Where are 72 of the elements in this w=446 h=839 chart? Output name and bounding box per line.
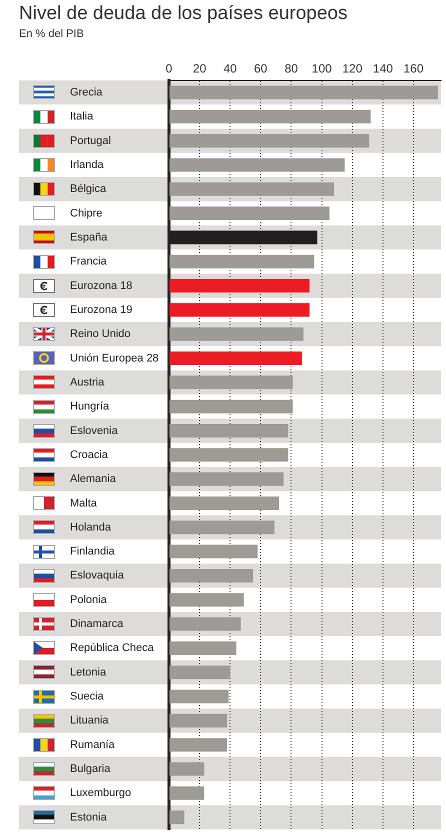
bar: [170, 327, 304, 341]
bar: [170, 424, 288, 438]
bar: [170, 714, 228, 728]
y-tick-label: Unión Europea 28: [70, 352, 159, 364]
bar: [170, 303, 310, 317]
y-tick-label: Irlanda: [70, 158, 105, 171]
y-tick-label: Polonia: [70, 594, 108, 606]
bar: [170, 810, 184, 824]
x-tick-label: 80: [284, 62, 298, 76]
y-tick-label: Hungría: [70, 400, 110, 413]
bar: [170, 690, 229, 704]
y-tick-label: Eurozona 19: [70, 304, 132, 316]
bar: [170, 254, 314, 268]
bar: [170, 496, 280, 510]
bar: [170, 279, 310, 293]
x-tick-label: 100: [312, 62, 332, 76]
x-tick-label: 140: [372, 62, 394, 76]
y-tick-label: España: [70, 231, 108, 244]
bar: [170, 568, 254, 582]
y-tick-label: Estonia: [70, 811, 108, 824]
bar: [170, 593, 244, 607]
x-tick-label: 0: [166, 62, 173, 76]
bar: [170, 666, 230, 680]
y-tick-label: Letonia: [70, 666, 107, 678]
bar: [170, 351, 302, 366]
bar: [170, 544, 258, 558]
y-tick-label: Grecia: [70, 86, 104, 99]
y-tick-label: Austria: [70, 376, 106, 388]
y-tick-label: Alemania: [70, 473, 117, 486]
y-tick-label: Holanda: [70, 521, 112, 534]
bar: [170, 762, 204, 776]
x-tick-label: 60: [254, 62, 268, 76]
bar: [170, 520, 274, 534]
x-tick-label: 20: [192, 62, 207, 76]
y-tick-label: Luxemburgo: [70, 787, 132, 800]
bar: [170, 738, 228, 752]
y-tick-label: Eslovenia: [70, 424, 119, 437]
y-tick-label: Eurozona 18: [70, 280, 132, 292]
bar: [170, 206, 330, 220]
x-tick-label: 160: [403, 62, 424, 76]
chart-title: Nivel de deuda de los países europeos: [19, 3, 348, 25]
y-tick-label: Francia: [70, 256, 108, 268]
bar: [170, 641, 236, 655]
bar: [170, 617, 241, 631]
y-tick-label: Suecia: [70, 690, 105, 703]
bar: [170, 376, 293, 390]
y-tick-label: Finlandia: [70, 546, 116, 558]
y-tick-label: Reino Unido: [70, 328, 131, 340]
y-tick-label: Dinamarca: [70, 618, 124, 630]
y-tick-label: Eslovaquia: [70, 570, 125, 582]
y-tick-label: Croacia: [70, 448, 109, 461]
y-tick-label: Portugal: [70, 134, 111, 147]
y-tick-label: Malta: [70, 497, 98, 510]
bar: [170, 134, 370, 148]
bar: [170, 110, 371, 124]
bar: [170, 86, 438, 100]
y-tick-label: República Checa: [70, 642, 155, 654]
bar: [170, 448, 288, 462]
bar: [170, 182, 334, 196]
x-tick-label: 120: [342, 62, 363, 76]
y-tick-label: Chipre: [70, 207, 102, 220]
y-tick-label: Rumanía: [70, 738, 116, 751]
y-tick-label: Bélgica: [70, 183, 107, 196]
bar: [170, 472, 284, 486]
y-tick-label: Italia: [70, 110, 94, 123]
bar: [170, 400, 293, 414]
bar: [170, 158, 345, 172]
bar: [170, 786, 204, 800]
y-tick-label: Lituania: [70, 714, 110, 727]
x-tick-label: 40: [223, 62, 238, 76]
y-tick-label: Bulgaria: [70, 763, 112, 776]
text: En % del PIB: [19, 28, 84, 40]
